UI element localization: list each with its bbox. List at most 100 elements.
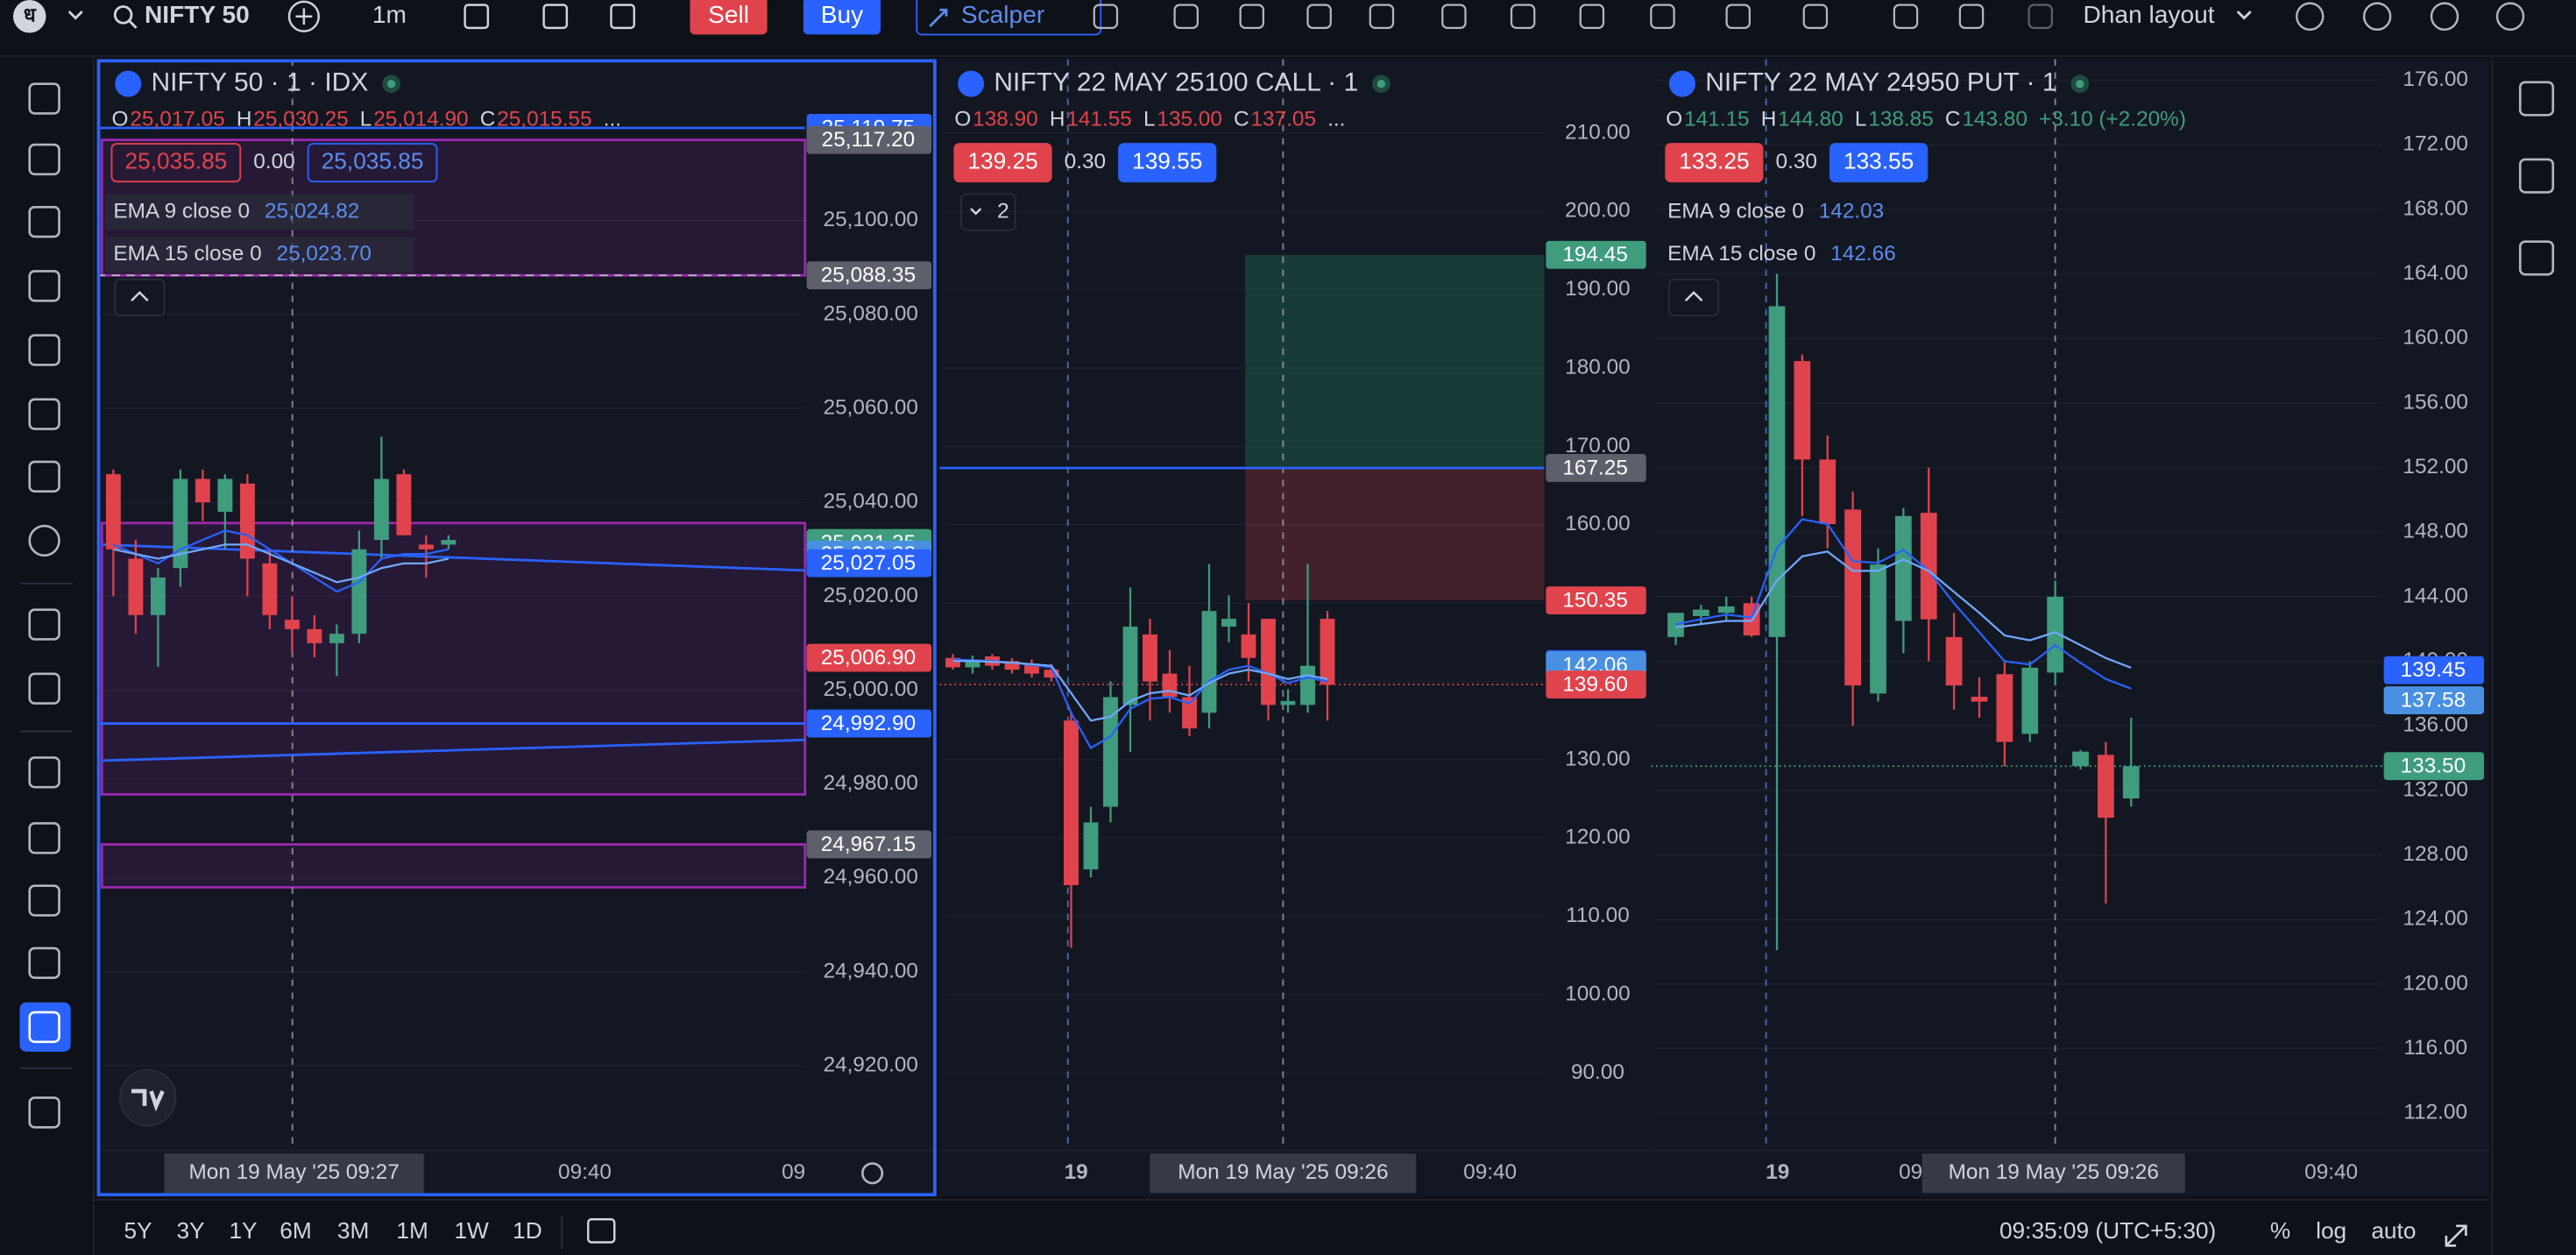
legend-count[interactable]: 2 <box>997 199 1009 223</box>
search-icon[interactable] <box>113 5 133 25</box>
toolbar-icon[interactable] <box>2430 2 2459 31</box>
toolbar-icon[interactable] <box>1369 4 1395 30</box>
sell-price[interactable]: 133.25 <box>1679 148 1749 174</box>
buy-button[interactable] <box>803 0 881 35</box>
symbol[interactable]: NIFTY 50 <box>145 1 250 28</box>
tool-icon[interactable] <box>28 672 60 705</box>
tool-icon[interactable] <box>28 1010 60 1044</box>
templates-icon[interactable] <box>610 4 635 30</box>
range-button[interactable]: 5Y <box>124 1217 152 1244</box>
tool-icon[interactable] <box>28 884 60 917</box>
indicator-name[interactable]: EMA 9 close 0 <box>1667 199 1804 223</box>
range-button[interactable]: 1D <box>513 1217 542 1244</box>
legend-toggle[interactable] <box>959 193 1016 231</box>
indicator-name[interactable]: EMA 15 close 0 <box>1667 242 1815 266</box>
toolbar-icon[interactable] <box>1239 4 1264 30</box>
tool-icon[interactable] <box>28 822 60 854</box>
percent-toggle[interactable]: % <box>2270 1217 2290 1244</box>
buy-price[interactable]: 25,035.85 <box>322 148 424 174</box>
zone <box>100 843 807 889</box>
toolbar-icon[interactable] <box>1306 4 1332 30</box>
sell-price-button[interactable] <box>1665 143 1764 183</box>
toolbar-icon[interactable] <box>1650 4 1675 30</box>
log-toggle[interactable]: log <box>2316 1217 2346 1244</box>
indicator-name[interactable]: EMA 15 close 0 <box>113 242 261 266</box>
toolbar-icon[interactable] <box>1802 4 1829 30</box>
sell-price[interactable]: 25,035.85 <box>125 148 228 174</box>
tool-icon[interactable] <box>28 947 60 979</box>
toolbar-icon[interactable] <box>2296 2 2325 31</box>
tool-icon[interactable] <box>28 524 60 557</box>
tool-icon[interactable] <box>28 205 60 238</box>
auto-toggle[interactable]: auto <box>2371 1217 2416 1244</box>
sell-button[interactable] <box>690 0 768 35</box>
layout-dropdown[interactable] <box>2236 11 2252 20</box>
toolbar-icon[interactable] <box>2362 2 2392 31</box>
buy-price-button[interactable] <box>1118 143 1217 183</box>
indicator-name[interactable]: EMA 9 close 0 <box>113 199 250 223</box>
y-tick-label: 156.00 <box>2403 390 2468 414</box>
y-tick-label: 24,960.00 <box>824 865 918 889</box>
sell-price[interactable]: 139.25 <box>967 148 1037 174</box>
sell-label[interactable]: Sell <box>708 1 749 28</box>
target-zone <box>1245 254 1545 468</box>
range-button[interactable]: 3M <box>337 1217 369 1244</box>
dropdown-icon[interactable] <box>67 11 83 20</box>
toolbar-icon[interactable] <box>1173 4 1199 30</box>
interval[interactable]: 1m <box>372 1 407 28</box>
buy-price-button[interactable] <box>307 143 438 183</box>
tool-icon[interactable] <box>28 82 60 115</box>
range-button[interactable]: 6M <box>280 1217 311 1244</box>
tool-icon[interactable] <box>28 756 60 789</box>
add-symbol[interactable] <box>287 0 320 32</box>
legend-toggle[interactable] <box>114 278 166 316</box>
buy-price[interactable]: 133.55 <box>1844 148 1914 174</box>
range-button[interactable]: 3Y <box>176 1217 204 1244</box>
sell-price-button[interactable] <box>953 143 1052 183</box>
buy-price-button[interactable] <box>1829 143 1928 183</box>
scalper-label[interactable]: Scalper <box>961 1 1044 28</box>
tool-icon[interactable] <box>28 398 60 430</box>
range-button[interactable]: 1W <box>454 1217 489 1244</box>
settings-icon[interactable] <box>861 1162 884 1185</box>
toolbar-icon[interactable] <box>2495 2 2525 31</box>
ema-line <box>1675 550 2132 669</box>
indicators-icon[interactable] <box>542 4 569 30</box>
toolbar-icon[interactable] <box>1579 4 1605 30</box>
link-active[interactable] <box>19 1002 71 1053</box>
toolbar-icon[interactable] <box>1958 4 1985 30</box>
tool-icon[interactable] <box>28 1096 60 1129</box>
side-icon[interactable] <box>2518 158 2555 194</box>
tool-icon[interactable] <box>28 334 60 366</box>
panel-title[interactable]: NIFTY 22 MAY 25100 CALL · 1 <box>994 68 1358 97</box>
range-button[interactable]: 1M <box>396 1217 428 1244</box>
tool-icon[interactable] <box>28 608 60 641</box>
toolbar-icon[interactable] <box>1510 4 1536 30</box>
tool-icon[interactable] <box>28 270 60 302</box>
candles-icon[interactable] <box>464 4 490 30</box>
buy-label[interactable]: Buy <box>821 1 863 28</box>
toolbar-icon[interactable] <box>1725 4 1751 30</box>
candle-body <box>1143 634 1157 682</box>
legend-toggle[interactable] <box>1668 278 1720 316</box>
clock: 09:35:09 (UTC+5:30) <box>1999 1217 2216 1244</box>
toolbar-icon[interactable] <box>2028 4 2053 30</box>
scalper-button[interactable] <box>916 0 1102 36</box>
calendar-icon[interactable] <box>587 1218 616 1244</box>
toolbar-icon[interactable] <box>1093 4 1119 30</box>
tool-icon[interactable] <box>28 460 60 493</box>
side-icon[interactable] <box>2518 81 2555 117</box>
toolbar-icon[interactable] <box>1893 4 1919 30</box>
range-button[interactable]: 1Y <box>229 1217 257 1244</box>
side-icon[interactable] <box>2518 240 2555 276</box>
panel-title[interactable]: NIFTY 22 MAY 24950 PUT · 1 <box>1705 68 2056 97</box>
tool-icon[interactable] <box>28 143 60 176</box>
buy-price[interactable]: 139.55 <box>1132 148 1202 174</box>
toolbar-icon[interactable] <box>1441 4 1467 30</box>
sell-price-button[interactable] <box>110 143 242 183</box>
fullscreen-icon[interactable] <box>2445 1224 2467 1247</box>
panel-title[interactable]: NIFTY 50 · 1 · IDX <box>152 68 369 97</box>
layout-name[interactable]: Dhan layout <box>2084 1 2215 28</box>
candle-body <box>945 657 960 668</box>
candle-body <box>396 474 412 535</box>
